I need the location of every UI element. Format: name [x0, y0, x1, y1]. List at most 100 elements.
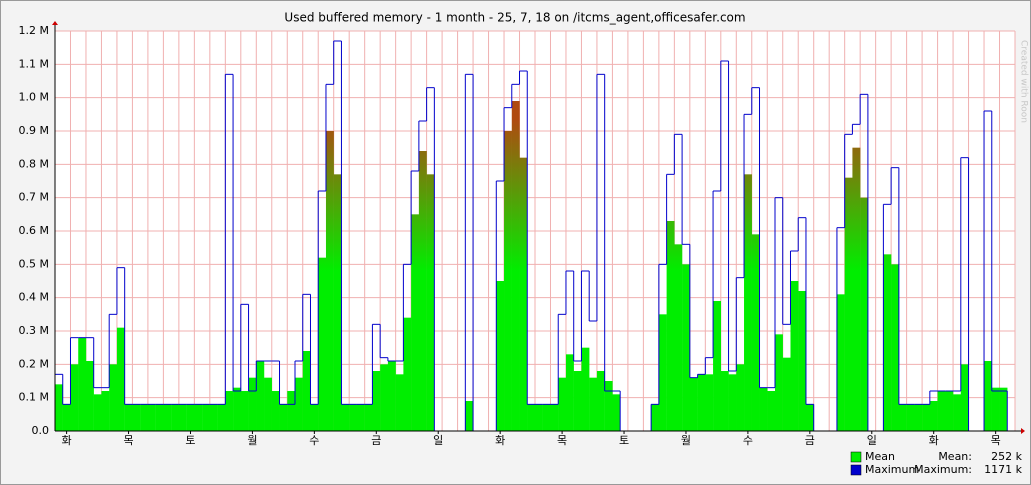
- mean-bar: [93, 394, 102, 431]
- mean-bar: [689, 377, 698, 431]
- legend-swatch: [850, 451, 862, 463]
- mean-bar: [535, 404, 543, 431]
- y-tick-label: 0.2 M: [19, 357, 49, 370]
- mean-bar: [209, 404, 218, 431]
- y-tick-label: 0.8 M: [19, 157, 49, 170]
- x-tick-label: 수: [743, 434, 753, 447]
- mean-bar: [465, 401, 474, 431]
- mean-bar: [744, 174, 752, 432]
- mean-bar: [565, 354, 574, 431]
- mean-bar: [705, 374, 714, 431]
- legend-swatch: [850, 464, 862, 476]
- mean-bar: [906, 404, 915, 431]
- mean-bar: [805, 404, 814, 431]
- mean-bar: [612, 394, 621, 431]
- mean-bar: [960, 364, 969, 431]
- mean-bar: [674, 244, 683, 431]
- legend-label: Maximum: [865, 463, 919, 476]
- mean-bar: [140, 404, 149, 431]
- mean-bar: [248, 377, 257, 431]
- mean-bar: [883, 254, 892, 431]
- mean-bar: [426, 174, 435, 432]
- legend-stat-value: 1171 k: [984, 463, 1022, 476]
- mean-bar: [558, 377, 567, 431]
- y-tick-label: 0.9 M: [19, 124, 49, 137]
- mean-bar: [202, 404, 211, 431]
- mean-bar: [256, 361, 265, 431]
- mean-bar: [542, 404, 551, 431]
- mean-bar: [604, 381, 613, 431]
- x-tick-label: 화: [929, 434, 939, 447]
- y-tick-label: 1.0 M: [19, 91, 49, 104]
- axis-arrow: [1021, 428, 1025, 434]
- mean-bar: [349, 404, 358, 431]
- mean-bar: [519, 157, 528, 431]
- x-tick-label: 월: [681, 434, 691, 447]
- y-tick-label: 0.3 M: [19, 324, 49, 337]
- y-tick-label: 1.2 M: [19, 24, 49, 37]
- mean-bar: [658, 314, 667, 431]
- mean-bar: [736, 364, 745, 431]
- mean-bar: [929, 401, 938, 431]
- mean-bar: [898, 404, 907, 431]
- mean-bar: [860, 197, 869, 431]
- mean-bar: [573, 371, 582, 431]
- x-tick-label: 일: [433, 433, 443, 447]
- mean-bar: [775, 334, 783, 431]
- mean-bar: [496, 281, 505, 431]
- y-tick-label: 0.7 M: [19, 191, 49, 204]
- mean-bar: [295, 377, 303, 431]
- mean-bar: [759, 387, 768, 431]
- mean-bar: [697, 374, 706, 431]
- mean-bar: [767, 391, 776, 431]
- x-tick-label: 토: [619, 434, 629, 447]
- mean-bar: [596, 371, 605, 431]
- mean-bar: [186, 404, 195, 431]
- mean-bar: [109, 364, 118, 431]
- mean-bar: [233, 387, 242, 431]
- x-tick-label: 토: [185, 434, 195, 447]
- mean-bar: [333, 174, 342, 432]
- x-tick-label: 화: [62, 434, 72, 447]
- mean-bar: [751, 234, 760, 431]
- x-tick-label: 화: [495, 434, 505, 447]
- x-tick-label: 목: [123, 434, 133, 447]
- mean-bar: [581, 347, 590, 431]
- mean-bar: [264, 377, 272, 431]
- mean-bar: [302, 351, 311, 431]
- mean-bar: [411, 214, 420, 431]
- mean-bar: [984, 361, 992, 431]
- mean-bar: [194, 404, 203, 431]
- y-tick-label: 1.1 M: [19, 57, 49, 70]
- mean-bar: [728, 374, 737, 431]
- mean-bar: [279, 404, 288, 431]
- mean-bar: [364, 404, 373, 431]
- mean-bar: [55, 384, 63, 431]
- mean-bar: [387, 361, 396, 431]
- mean-bar: [922, 404, 931, 431]
- mean-bar: [720, 371, 729, 431]
- mean-bar: [178, 404, 187, 431]
- y-tick-label: 0.4 M: [19, 291, 49, 304]
- mean-bar: [844, 177, 853, 431]
- mean-bar: [124, 404, 133, 431]
- axis-arrow: [52, 21, 58, 25]
- mean-bar: [403, 317, 412, 431]
- mean-bar: [310, 404, 319, 431]
- mean-bar: [171, 404, 180, 431]
- mean-bar: [914, 404, 923, 431]
- mean-bar: [666, 221, 675, 431]
- mean-bar: [713, 301, 722, 431]
- mean-bar: [372, 371, 381, 431]
- mean-bar: [356, 404, 365, 431]
- mean-bar: [380, 364, 389, 431]
- y-tick-label: 0.0: [32, 424, 50, 437]
- mean-bar: [116, 327, 125, 431]
- mean-bar: [132, 404, 141, 431]
- mean-bar: [240, 391, 249, 431]
- mean-bar: [945, 391, 954, 431]
- chart-title: Used buffered memory - 1 month - 25, 7, …: [284, 11, 745, 25]
- mean-bar: [341, 404, 350, 431]
- mean-bar: [78, 337, 87, 431]
- mean-bar: [589, 377, 598, 431]
